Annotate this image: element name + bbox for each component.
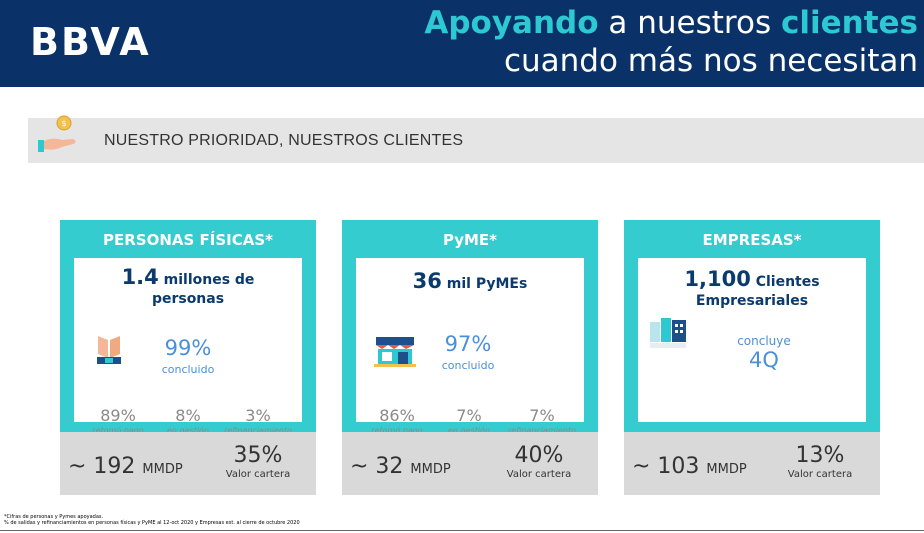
share-value: 40% [514, 443, 564, 468]
card-title: PERSONAS FÍSICAS* [102, 231, 273, 249]
footnote: *Cifras de personas y Pymes apoyadas. % … [4, 514, 300, 526]
storefront-icon [374, 337, 416, 367]
card-headline-line-2: personas [151, 291, 225, 307]
stat-value: 3% [245, 406, 271, 425]
stat-en-gestion: 8% en gestión [150, 406, 226, 435]
headline-highlight-1: Apoyando [424, 5, 599, 41]
headline-text: mil PyMEs [441, 276, 528, 292]
card-headline: 1.4 millones de [74, 267, 302, 290]
amount-unit: MMDP [410, 462, 451, 477]
headline-text: Clientes [750, 274, 820, 290]
amount-value: ~ 103 [632, 454, 700, 479]
stat-label: retomó pago [371, 426, 423, 435]
card-title: PyME* [442, 231, 498, 249]
stat-refinanciamiento: 3% refinanciamiento [220, 406, 296, 435]
buildings-icon [650, 318, 686, 348]
portfolio-amount: ~ 32 MMDP [350, 454, 451, 479]
stat-label: en gestión [447, 426, 491, 435]
headline-highlight-2: clientes [780, 5, 918, 41]
amount-value: ~ 192 [68, 454, 136, 479]
completion-percent: 97% [444, 332, 492, 356]
share-label: Valor cartera [506, 469, 572, 480]
headline: Apoyando a nuestros clientes cuando más … [424, 4, 918, 80]
bottom-divider [0, 530, 924, 531]
share-label: Valor cartera [225, 469, 291, 480]
completion-label: concluido [161, 363, 215, 376]
card-footer [60, 432, 316, 495]
card-footer [342, 432, 598, 495]
card-header-area: PERSONAS FÍSICAS* 1.4 millones de person… [60, 220, 316, 435]
portfolio-amount: ~ 103 MMDP [632, 454, 747, 479]
share-label: Valor cartera [787, 469, 853, 480]
card-header-area: PyME* 36 mil PyMEs 97% concluido 86% ret… [342, 220, 598, 435]
stat-value: 7% [456, 406, 482, 425]
hands-icon [97, 336, 121, 364]
footnote-line-1: *Cifras de personas y Pymes apoyadas. [4, 514, 104, 520]
stat-value: 7% [529, 406, 555, 425]
header-bar: BBVA Apoyando a nuestros clientes cuando… [0, 0, 924, 87]
card-headline: 1,100 Clientes [638, 269, 866, 292]
card-empresas: EMPRESAS* 1,100 Clientes Empresariales c… [624, 220, 880, 495]
stat-retomo-pago: 89% retomó pago [80, 406, 156, 435]
stat-retomo-pago: 86% retomó pago [359, 406, 435, 435]
card-content: 36 mil PyMEs 97% concluido 86% retomó pa… [356, 258, 584, 435]
completion-label: concluye [737, 334, 791, 348]
card-headline-line-2: Empresariales [695, 293, 809, 309]
card-content: 1,100 Clientes Empresariales concluye 4Q [638, 258, 866, 422]
amount-unit: MMDP [142, 462, 183, 477]
completion-percent: 99% [164, 336, 212, 360]
card-footer [624, 432, 880, 495]
share-value: 35% [233, 443, 283, 468]
amount-unit: MMDP [706, 462, 747, 477]
stat-label: refinanciamiento [224, 426, 292, 435]
headline-line-1: Apoyando a nuestros clientes [424, 4, 918, 42]
headline-middle: a nuestros [598, 5, 781, 41]
portfolio-share: 35% Valor cartera [210, 443, 306, 480]
svg-text:$: $ [61, 119, 66, 128]
headline-number: 1.4 [121, 265, 159, 289]
stat-label: retomó pago [92, 426, 144, 435]
portfolio-amount: ~ 192 MMDP [68, 454, 183, 479]
card-content: 1.4 millones de personas 99% concluido 8… [74, 258, 302, 435]
priority-banner: $ NUESTRO PRIORIDAD, NUESTROS CLIENTES [28, 115, 924, 163]
share-value: 13% [795, 443, 845, 468]
stat-label: refinanciamiento [508, 426, 576, 435]
headline-number: 1,100 [684, 267, 751, 291]
card-personas-fisicas: PERSONAS FÍSICAS* 1.4 millones de person… [60, 220, 316, 495]
amount-value: ~ 32 [350, 454, 404, 479]
stat-value: 8% [175, 406, 201, 425]
stat-value: 86% [379, 406, 415, 425]
headline-text: millones de [158, 272, 255, 288]
stat-refinanciamiento: 7% refinanciamiento [504, 406, 580, 435]
portfolio-share: 40% Valor cartera [491, 443, 587, 480]
headline-number: 36 [412, 269, 442, 293]
card-header-area: EMPRESAS* 1,100 Clientes Empresariales c… [624, 220, 880, 432]
card-headline: 36 mil PyMEs [356, 271, 584, 294]
portfolio-share: 13% Valor cartera [772, 443, 868, 480]
footnote-line-2: % de salidas y refinanciamientos en pers… [4, 520, 300, 526]
stat-value: 89% [100, 406, 136, 425]
completion-label: concluido [441, 359, 495, 372]
headline-line-2: cuando más nos necesitan [503, 43, 918, 79]
hand-coin-icon: $ [38, 115, 76, 152]
stat-en-gestion: 7% en gestión [431, 406, 507, 435]
card-pyme: PyME* 36 mil PyMEs 97% concluido 86% ret… [342, 220, 598, 495]
card-title: EMPRESAS* [702, 231, 802, 249]
bbva-logo: BBVA [30, 20, 151, 64]
banner-title: NUESTRO PRIORIDAD, NUESTROS CLIENTES [104, 132, 464, 149]
completion-quarter: 4Q [749, 348, 779, 372]
stat-label: en gestión [166, 426, 210, 435]
